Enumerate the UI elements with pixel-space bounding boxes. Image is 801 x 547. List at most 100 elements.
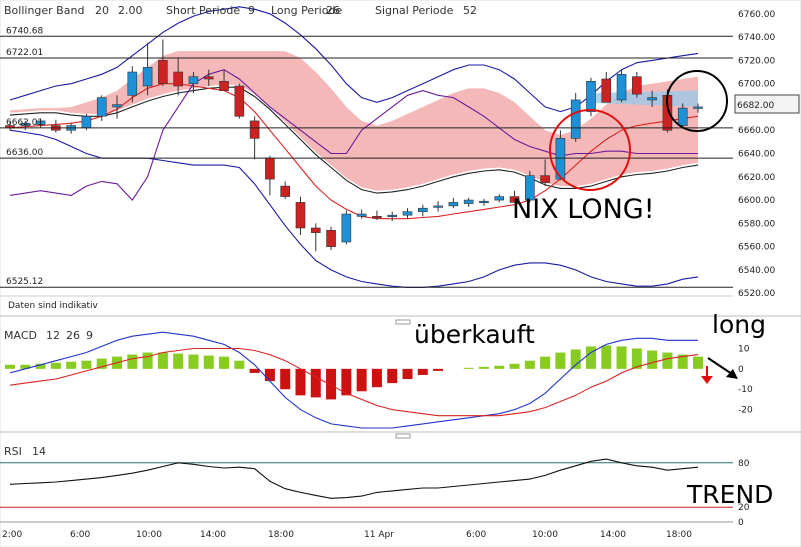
macd-bar (96, 358, 107, 369)
macd-bar (66, 361, 77, 369)
macd-bar (463, 367, 474, 369)
candle-body (525, 175, 535, 201)
rsi-grid: 80 20 0 (0, 459, 750, 528)
macd-bar (142, 352, 153, 369)
down-arrow-icon (707, 357, 738, 379)
candle-body (35, 120, 46, 125)
rsi-param: 14 (32, 445, 46, 458)
candle-body (188, 76, 199, 84)
macd-bar (371, 368, 382, 388)
macd-tick-label: -10 (738, 385, 753, 395)
x-tick-label: 14:00 (200, 530, 226, 540)
macd-bar (478, 366, 489, 369)
annotation-ueberkauft: überkauft (414, 320, 535, 349)
macd-bar (387, 368, 398, 384)
macd-params: 12 26 9 (46, 329, 93, 342)
annotation-nix-long: NIX LONG! (512, 194, 655, 225)
macd-bar (264, 368, 275, 382)
macd-param: 9 (86, 329, 93, 342)
x-tick-label: 18:00 (666, 530, 692, 540)
macd-bar (509, 363, 520, 369)
candle-body (540, 175, 550, 183)
macd-bar (555, 352, 566, 369)
current-price-box (734, 94, 800, 114)
candle-body (586, 81, 596, 112)
candle-body (509, 196, 520, 203)
price-level-label: 6636.00 (6, 148, 43, 158)
macd-tick-label: -20 (738, 406, 753, 416)
red-down-arrow-icon (701, 366, 713, 384)
macd-bar (35, 363, 46, 369)
panel-resize-handle[interactable] (395, 319, 411, 325)
price-param: 9 (248, 4, 255, 17)
price-tick-label: 6640.00 (738, 150, 775, 160)
macd-bar (234, 360, 245, 369)
price-tick-label: 6520.00 (738, 289, 775, 299)
macd-bar (326, 368, 337, 400)
macd-bar (601, 345, 612, 369)
candle-body (127, 71, 138, 96)
macd-bar (356, 368, 367, 392)
price-level-label: 6662.01 (6, 118, 43, 128)
rsi-name: RSI (4, 445, 22, 458)
price-series-line (9, 86, 699, 194)
macd-bar (50, 362, 61, 369)
candle-body (387, 214, 398, 217)
macd-bar (280, 368, 291, 390)
macd-param: 26 (66, 329, 80, 342)
annotation-trend: TREND (686, 480, 773, 509)
price-tick-label: 6580.00 (738, 219, 775, 229)
price-tick-label: 6600.00 (738, 196, 775, 206)
candle-body (570, 99, 581, 139)
price-levels: 6740.68 6722.01 6662.01 6636.00 6525.12 (0, 26, 733, 288)
panel-resize-handle[interactable] (395, 433, 411, 439)
macd-bar (157, 352, 168, 369)
macd-bar (310, 368, 321, 398)
price-param: Short Periode (166, 4, 240, 17)
data-note: Daten sind indikativ (8, 301, 99, 311)
macd-bar (494, 365, 505, 369)
candle-body (203, 76, 214, 80)
candle-body (112, 104, 122, 108)
macd-bar (188, 354, 199, 369)
macd-bar (524, 360, 535, 369)
candle-body (219, 81, 229, 91)
candle-body (555, 138, 566, 180)
candle-body (647, 97, 657, 101)
annotation-circle-black (666, 70, 728, 132)
candle-body (417, 207, 428, 212)
candle-body (142, 67, 153, 87)
macd-lines (9, 331, 699, 429)
price-tick-label: 6560.00 (738, 243, 775, 253)
macd-bar (616, 346, 627, 369)
x-axis: 2:00 6:00 10:00 14:00 18:00 11 Apr 6:00 10:00 14… (2, 530, 692, 540)
macd-bar (647, 350, 658, 369)
candle-body (341, 213, 352, 243)
candle-body (280, 185, 291, 197)
rsi-tick-label: 0 (738, 518, 744, 528)
candle-body (356, 213, 367, 217)
macd-tick-label: 0 (738, 365, 744, 375)
price-level-label: 6525.12 (6, 277, 43, 287)
candle-body (677, 107, 688, 126)
macd-bar (402, 368, 413, 380)
macd-bar (81, 360, 92, 369)
candle-body (601, 78, 612, 103)
candle-body (96, 97, 107, 117)
candle-body (326, 230, 336, 247)
candle-body (310, 227, 321, 233)
candle-body (494, 196, 505, 201)
macd-grid: 10 0 -10 -20 (738, 344, 753, 415)
macd-bar (20, 364, 31, 369)
candle-body (249, 120, 260, 139)
price-tick-label: 6740.00 (738, 33, 775, 43)
price-lines (9, 6, 699, 288)
candle-body (372, 216, 382, 219)
macd-name: MACD (4, 329, 37, 342)
candle-body (448, 202, 459, 207)
price-param: 52 (463, 4, 477, 17)
macd-series-line (9, 331, 698, 429)
annotation-long: long (712, 310, 766, 339)
macd-bar (631, 348, 642, 369)
